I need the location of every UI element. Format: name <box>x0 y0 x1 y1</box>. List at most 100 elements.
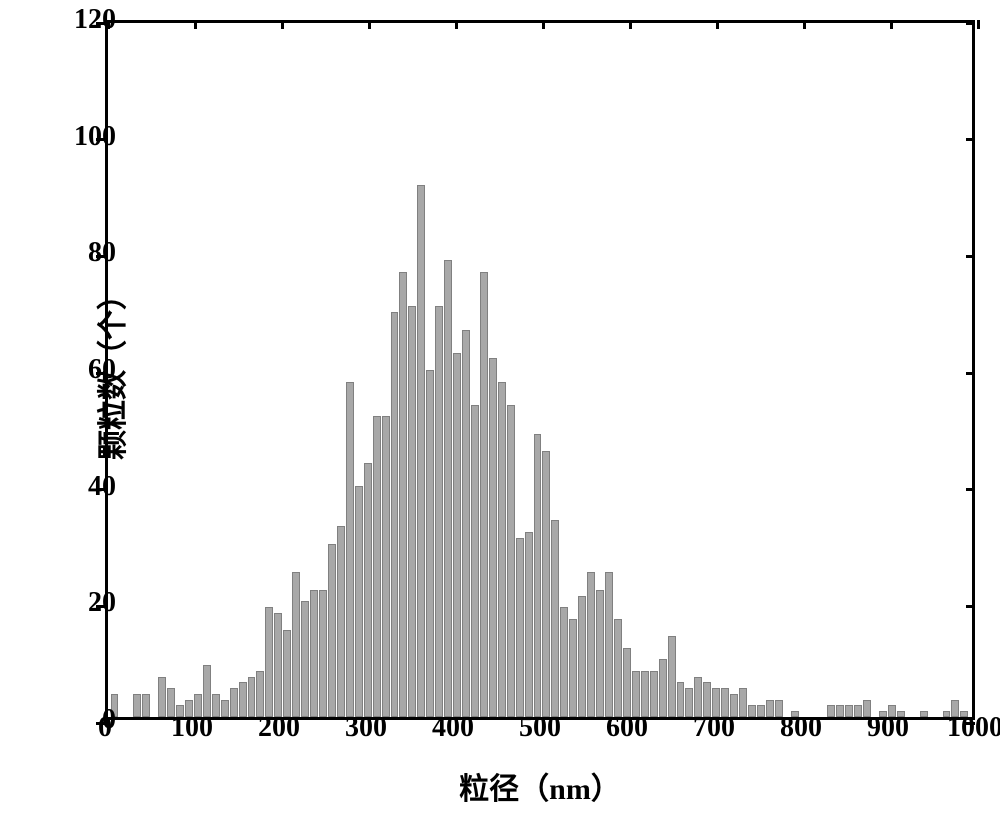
histogram-bar <box>239 682 247 717</box>
histogram-bar <box>158 677 166 717</box>
histogram-bar <box>310 590 318 717</box>
histogram-bar <box>569 619 577 717</box>
histogram-bar <box>920 711 928 717</box>
y-tick <box>966 605 975 608</box>
x-tick <box>716 20 719 29</box>
histogram-bar <box>596 590 604 717</box>
histogram-bar <box>694 677 702 717</box>
histogram-bar <box>408 306 416 717</box>
x-tick-label: 100 <box>171 712 213 744</box>
x-tick <box>194 20 197 29</box>
x-tick <box>890 20 893 29</box>
histogram-bar <box>632 671 640 717</box>
histogram-bar <box>426 370 434 717</box>
y-tick <box>966 488 975 491</box>
histogram-bar <box>221 700 229 717</box>
histogram-bar <box>668 636 676 717</box>
histogram-bar <box>283 630 291 717</box>
histogram-bar <box>766 700 774 717</box>
x-tick-label: 600 <box>606 712 648 744</box>
histogram-bar <box>319 590 327 717</box>
histogram-bar <box>542 451 550 717</box>
histogram-bar <box>391 312 399 717</box>
histogram-chart <box>105 20 975 720</box>
histogram-bar <box>677 682 685 717</box>
histogram-bar <box>560 607 568 717</box>
x-tick-label: 200 <box>258 712 300 744</box>
x-tick <box>977 20 980 29</box>
histogram-bar <box>836 705 844 717</box>
histogram-bar <box>328 544 336 718</box>
x-tick <box>629 20 632 29</box>
histogram-bar <box>854 705 862 717</box>
plot-area <box>105 20 975 720</box>
histogram-bar <box>453 353 461 717</box>
bars-container <box>108 17 978 717</box>
histogram-bar <box>142 694 150 717</box>
histogram-bar <box>516 538 524 717</box>
x-tick <box>803 20 806 29</box>
histogram-bar <box>498 382 506 717</box>
histogram-bar <box>551 520 559 717</box>
histogram-bar <box>203 665 211 717</box>
histogram-bar <box>614 619 622 717</box>
histogram-bar <box>382 416 390 717</box>
y-tick-label: 80 <box>88 237 116 269</box>
histogram-bar <box>845 705 853 717</box>
histogram-bar <box>471 405 479 717</box>
histogram-bar <box>337 526 345 717</box>
x-tick <box>368 20 371 29</box>
histogram-bar <box>133 694 141 717</box>
x-axis-title: 粒径（nm） <box>459 764 621 808</box>
x-tick-label: 900 <box>867 712 909 744</box>
x-tick-label: 500 <box>519 712 561 744</box>
histogram-bar <box>587 572 595 717</box>
histogram-bar <box>525 532 533 717</box>
histogram-bar <box>417 185 425 717</box>
y-tick <box>966 255 975 258</box>
y-tick <box>966 138 975 141</box>
x-tick <box>455 20 458 29</box>
histogram-bar <box>757 705 765 717</box>
histogram-bar <box>373 416 381 717</box>
x-tick-label: 1000 <box>947 712 1000 744</box>
histogram-bar <box>659 659 667 717</box>
histogram-bar <box>480 272 488 717</box>
histogram-bar <box>623 648 631 717</box>
histogram-bar <box>346 382 354 717</box>
histogram-bar <box>364 463 372 717</box>
histogram-bar <box>748 705 756 717</box>
histogram-bar <box>462 330 470 717</box>
histogram-bar <box>301 601 309 717</box>
x-tick-label: 0 <box>98 712 112 744</box>
histogram-bar <box>355 486 363 717</box>
x-tick <box>281 20 284 29</box>
histogram-bar <box>489 358 497 717</box>
x-tick-label: 800 <box>780 712 822 744</box>
histogram-bar <box>444 260 452 717</box>
histogram-bar <box>650 671 658 717</box>
histogram-bar <box>641 671 649 717</box>
y-tick-label: 100 <box>74 121 116 153</box>
histogram-bar <box>230 688 238 717</box>
y-tick-label: 40 <box>88 471 116 503</box>
histogram-bar <box>578 596 586 717</box>
x-tick-label: 400 <box>432 712 474 744</box>
y-tick-label: 20 <box>88 587 116 619</box>
histogram-bar <box>292 572 300 717</box>
histogram-bar <box>248 677 256 717</box>
histogram-bar <box>605 572 613 717</box>
histogram-bar <box>399 272 407 717</box>
x-tick-label: 300 <box>345 712 387 744</box>
y-tick <box>966 22 975 25</box>
x-tick-label: 700 <box>693 712 735 744</box>
y-tick <box>966 372 975 375</box>
histogram-bar <box>534 434 542 717</box>
histogram-bar <box>507 405 515 717</box>
y-tick-label: 60 <box>88 354 116 386</box>
y-tick-label: 120 <box>74 4 116 36</box>
x-tick <box>542 20 545 29</box>
histogram-bar <box>256 671 264 717</box>
histogram-bar <box>827 705 835 717</box>
histogram-bar <box>274 613 282 717</box>
